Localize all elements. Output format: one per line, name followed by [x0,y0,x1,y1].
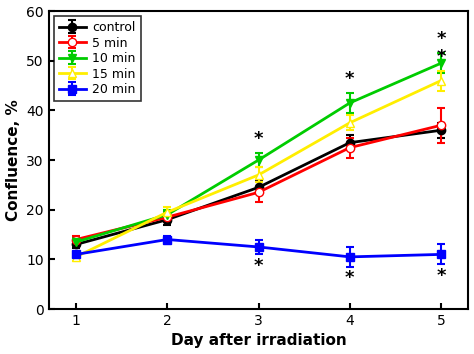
Text: *: * [436,30,446,48]
Text: *: * [254,257,263,275]
Y-axis label: Confluence, %: Confluence, % [6,99,20,221]
Text: *: * [345,70,355,88]
Text: *: * [345,269,355,287]
Text: *: * [254,130,263,148]
Legend: control, 5 min, 10 min, 15 min, 20 min: control, 5 min, 10 min, 15 min, 20 min [54,16,141,101]
Text: *: * [436,267,446,285]
Text: *: * [436,48,446,66]
X-axis label: Day after irradiation: Day after irradiation [171,333,346,348]
